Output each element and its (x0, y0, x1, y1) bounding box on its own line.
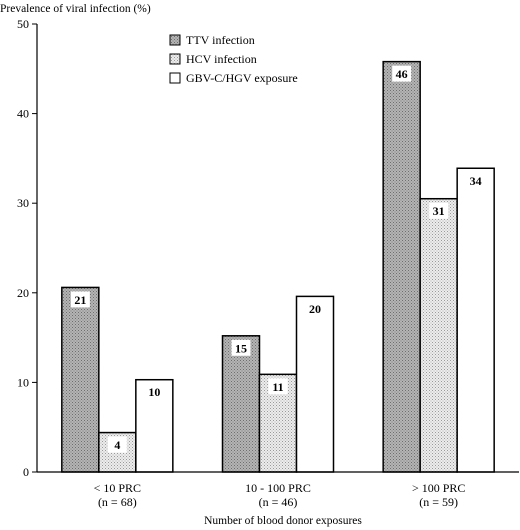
bar-labels: 21 4 10 15 11 20 46 31 34 (70, 65, 486, 453)
y-axis-label: Prevalence of viral infection (%) (0, 3, 151, 15)
bar-value-box (392, 65, 412, 82)
x-tick-label: > 100 PRC (412, 481, 465, 495)
bar-value-label: 15 (235, 341, 247, 355)
x-axis: < 10 PRC(n = 68) 10 - 100 PRC(n = 46) > 10… (37, 471, 519, 509)
x-tick-label: < 10 PRC (94, 481, 141, 495)
bar-value-box (305, 300, 325, 317)
legend-label: HCV infection (186, 52, 257, 66)
legend: TTV infection HCV infection GBV-C/HGV expo… (169, 33, 298, 85)
bar-value-box (144, 383, 164, 400)
bar-value-box (70, 291, 90, 308)
bar (61, 286, 100, 473)
bar-value-box (231, 339, 251, 356)
x-tick-label: (n = 46) (259, 495, 298, 509)
x-axis-label: Number of blood donor exposures (204, 515, 362, 527)
bar-value-label: 10 (148, 385, 160, 399)
bar-value-label: 4 (114, 438, 120, 452)
bar-value-label: 31 (433, 204, 445, 218)
y-tick-label: 30 (17, 196, 29, 210)
bar-value-label: 34 (470, 174, 482, 188)
y-tick-label: 50 (17, 17, 29, 31)
x-tick-label: (n = 59) (419, 495, 458, 509)
legend-label: TTV infection (186, 33, 255, 47)
bar (221, 335, 261, 473)
bar-value-box (429, 202, 449, 219)
y-tick-label: 0 (23, 465, 29, 479)
bar-value-box (107, 436, 127, 453)
bar (295, 295, 335, 473)
bar-value-box (268, 378, 288, 395)
y-axis: 0 10 20 30 40 50 (17, 17, 38, 479)
bar (382, 60, 421, 473)
legend-swatch (169, 53, 181, 65)
bar-value-label: 11 (272, 380, 283, 394)
x-tick-label: (n = 68) (98, 495, 137, 509)
bar-value-label: 46 (396, 67, 408, 81)
legend-label: GBV-C/HGV exposure (186, 71, 298, 85)
y-tick-label: 40 (17, 107, 29, 121)
bar (456, 167, 495, 473)
legend-swatch (169, 34, 181, 46)
bar (419, 197, 458, 473)
bar-value-label: 21 (74, 293, 86, 307)
y-tick-label: 20 (17, 286, 29, 300)
legend-swatch (169, 72, 181, 84)
bar-value-label: 20 (309, 302, 321, 316)
bar-value-box (466, 172, 486, 189)
x-tick-label: 10 - 100 PRC (245, 481, 311, 495)
y-tick-label: 10 (17, 375, 29, 389)
bars (61, 60, 495, 473)
